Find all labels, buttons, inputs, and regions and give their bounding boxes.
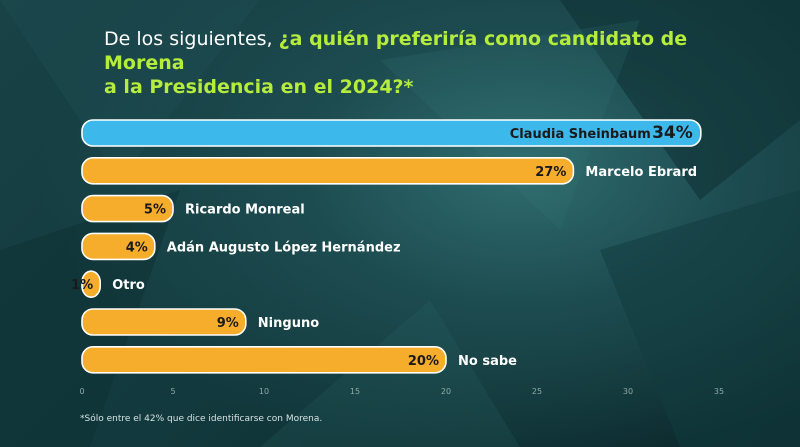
x-tick-label-0: 0 xyxy=(79,387,84,396)
bar-value-label-3: 4% xyxy=(126,240,148,255)
bar-2 xyxy=(81,194,174,223)
bar-value-label-0: 34% xyxy=(652,123,693,143)
chart-title: De los siguientes, ¿a quién preferiría c… xyxy=(104,27,764,99)
bar-5 xyxy=(81,308,247,336)
x-tick-label-6: 30 xyxy=(623,387,633,396)
bar-category-label-2: Ricardo Monreal xyxy=(185,203,305,218)
x-tick-label-2: 10 xyxy=(259,387,269,396)
bar-6 xyxy=(81,345,447,374)
bar-value-label-2: 5% xyxy=(144,203,166,218)
bar-0 xyxy=(81,119,702,147)
bar-category-label-5: Ninguno xyxy=(258,316,319,331)
title-highlight-line2: a la Presidencia en el 2024?* xyxy=(104,76,414,98)
x-tick-label-4: 20 xyxy=(441,387,451,396)
bar-1 xyxy=(81,157,575,185)
title-lead: De los siguientes, xyxy=(104,28,279,50)
bar-category-label-3: Adán Augusto López Hernández xyxy=(167,240,401,255)
bar-category-label-6: No sabe xyxy=(458,354,517,369)
x-tick-label-1: 5 xyxy=(170,387,175,396)
bar-value-label-1: 27% xyxy=(535,165,566,180)
x-tick-label-5: 25 xyxy=(532,387,542,396)
bar-value-label-6: 20% xyxy=(408,354,439,369)
bar-4 xyxy=(81,270,102,299)
bar-value-label-5: 9% xyxy=(217,316,239,331)
bar-3 xyxy=(81,232,156,261)
title-highlight-line1: ¿a quién preferiría como candidato de Mo… xyxy=(104,28,688,74)
x-tick-label-7: 35 xyxy=(714,387,724,396)
footnote: *Sólo entre el 42% que dice identificars… xyxy=(80,414,323,424)
bar-category-label-0: Claudia Sheinbaum xyxy=(510,127,651,142)
bar-category-label-4: Otro xyxy=(112,278,145,293)
x-tick-label-3: 15 xyxy=(350,387,360,396)
bar-value-label-4: 1% xyxy=(71,278,93,293)
bar-category-label-1: Marcelo Ebrard xyxy=(585,165,697,180)
